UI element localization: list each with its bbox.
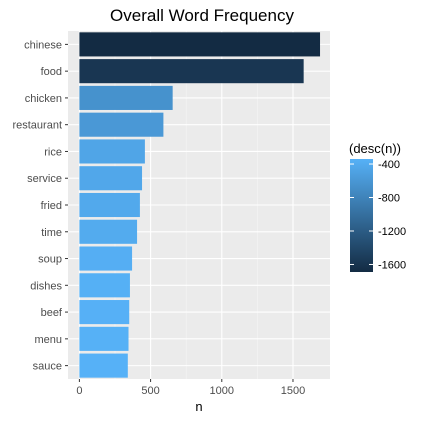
y-tick-label: sauce <box>33 361 62 373</box>
legend-ticks: -400 -800 -1200 -1600 <box>350 159 406 271</box>
bar-dishes <box>79 273 130 298</box>
legend-title: (desc(n)) <box>349 141 401 156</box>
x-tick-label: 500 <box>141 385 159 397</box>
legend-tick-label: -400 <box>378 159 400 171</box>
y-tick-label: restaurant <box>12 120 62 132</box>
legend: (desc(n)) -400 -800 -1200 -1600 <box>349 141 406 272</box>
y-tick-label: beef <box>41 307 63 319</box>
bar-menu <box>79 326 129 351</box>
bar-chicken <box>79 85 173 110</box>
y-tick-label: soup <box>38 254 62 266</box>
y-tick-label: food <box>41 66 62 78</box>
legend-tick-label: -1200 <box>378 226 406 238</box>
y-tick-label: chicken <box>25 93 62 105</box>
x-tick-labels: 0 500 1000 1500 <box>76 379 305 397</box>
bar-time <box>79 219 138 244</box>
bar-rice <box>79 139 145 164</box>
bar-sauce <box>79 353 128 378</box>
legend-colorbar <box>350 159 373 272</box>
y-tick-label: chinese <box>24 39 62 51</box>
bar-restaurant <box>79 112 164 137</box>
x-tick-label: 1500 <box>281 385 305 397</box>
y-tick-label: time <box>41 227 62 239</box>
bars <box>79 32 321 378</box>
bar-beef <box>79 300 130 325</box>
legend-tick-label: -800 <box>378 193 400 205</box>
legend-tick-label: -1600 <box>378 259 406 271</box>
y-tick-label: fried <box>41 200 62 212</box>
bar-soup <box>79 246 133 271</box>
y-tick-labels: chinese food chicken restaurant rice service f… <box>12 39 68 373</box>
x-tick-label: 0 <box>76 385 82 397</box>
y-tick-label: rice <box>44 146 62 158</box>
bar-fried <box>79 192 140 218</box>
bar-service <box>79 166 143 191</box>
y-tick-label: service <box>27 173 62 185</box>
bar-chinese <box>79 32 321 57</box>
x-tick-label: 1000 <box>210 385 234 397</box>
bar-food <box>79 59 304 84</box>
y-tick-label: menu <box>34 334 62 346</box>
chart-title: Overall Word Frequency <box>110 6 294 25</box>
x-axis-title: n <box>195 399 202 414</box>
y-tick-label: dishes <box>30 280 62 292</box>
